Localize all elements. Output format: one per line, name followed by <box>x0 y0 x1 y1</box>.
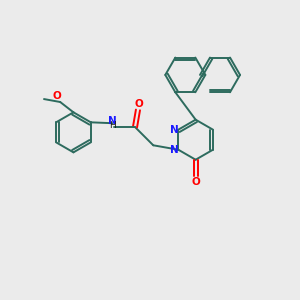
Text: N: N <box>170 125 179 135</box>
Text: O: O <box>134 99 143 109</box>
Text: O: O <box>191 177 200 187</box>
Text: H: H <box>109 121 116 130</box>
Text: N: N <box>108 116 117 126</box>
Text: O: O <box>52 91 61 101</box>
Text: N: N <box>170 145 179 155</box>
